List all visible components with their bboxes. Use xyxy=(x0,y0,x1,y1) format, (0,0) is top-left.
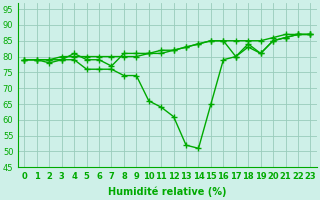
X-axis label: Humidité relative (%): Humidité relative (%) xyxy=(108,187,227,197)
